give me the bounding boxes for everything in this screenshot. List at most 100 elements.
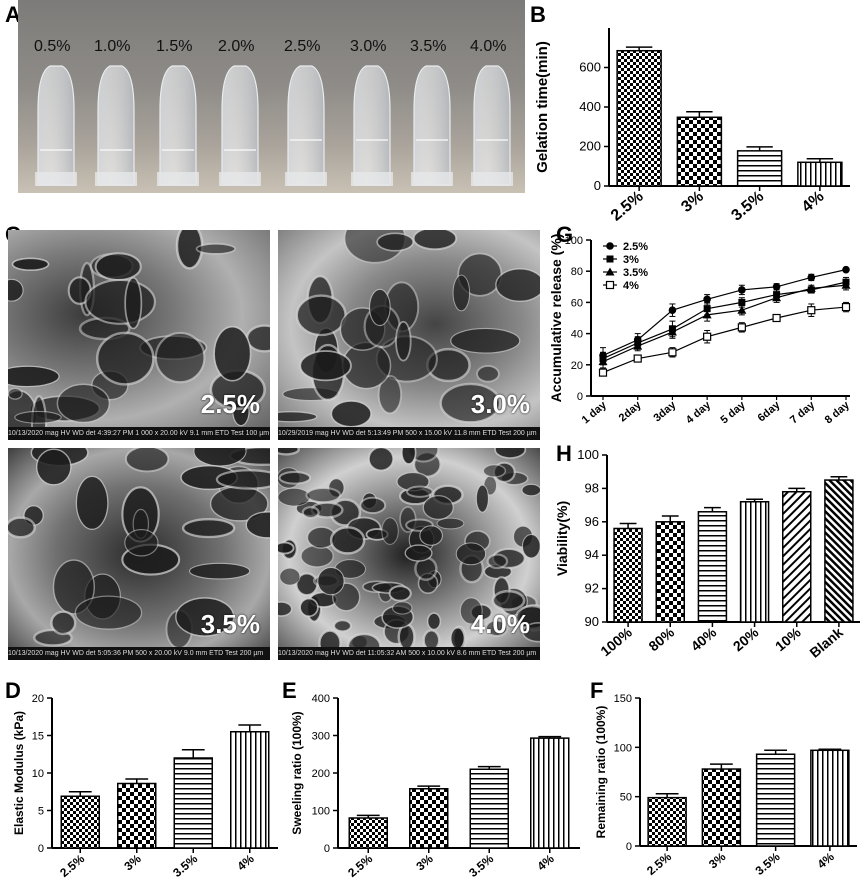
tubes-photo: 0.5% 1.0% 1.5% 2.0% 2.5% 3.0% 3.5% 4.0% <box>18 0 525 193</box>
data-point <box>772 313 781 323</box>
y-tick-label: 92 <box>585 581 599 596</box>
bar <box>797 161 843 187</box>
y-tick-label: 100 <box>565 235 583 247</box>
bar <box>613 527 643 623</box>
sem-texture <box>278 448 540 647</box>
sem-image: 4.0% 10/13/2020 mag HV WD det 11:05:32 AM… <box>278 448 540 660</box>
y-tick-label: 0 <box>626 841 632 853</box>
x-tick-label: 5 day <box>719 399 749 427</box>
series-line <box>602 269 847 356</box>
bar <box>755 753 796 847</box>
bar <box>60 795 100 849</box>
y-axis-label: Accumulative release (%) <box>548 234 564 403</box>
series-3 <box>598 280 851 369</box>
x-tick-label: 3.5% <box>466 851 496 880</box>
data-point <box>668 348 677 357</box>
sem-image: 3.5% 10/13/2020 mag HV WD det 5:05:36 PM … <box>8 448 270 660</box>
y-tick-label: 96 <box>585 514 599 529</box>
y-tick-label: 90 <box>585 614 599 629</box>
legend-label: 3.5% <box>623 267 648 279</box>
y-tick-label: 15 <box>32 731 44 743</box>
y-tick-label: 400 <box>579 99 601 114</box>
x-tick-label: 2.5% <box>644 849 674 878</box>
y-axis-label: Viability(%) <box>554 501 570 576</box>
bar <box>230 731 270 849</box>
x-tick-label: 8 day <box>823 399 853 427</box>
x-tick-label: 1 day <box>580 399 610 427</box>
y-tick-label: 20 <box>571 360 583 372</box>
sem-image: 2.5% 10/13/2020 mag HV WD det 4:39:27 PM … <box>8 230 270 440</box>
y-tick-label: 400 <box>312 693 330 705</box>
x-tick-label: 10% <box>772 624 804 655</box>
tube <box>411 65 453 186</box>
bar <box>530 737 570 849</box>
panel-letter-g: G <box>556 222 574 247</box>
data-point <box>738 298 746 306</box>
x-tick-label: 3.5% <box>170 851 200 880</box>
panel-letter-f: F <box>590 678 604 703</box>
y-axis-label: Elastic Modulus (kPa) <box>12 711 26 835</box>
y-tick-label: 100 <box>577 447 599 462</box>
y-tick-label: 50 <box>620 792 632 804</box>
data-point <box>738 286 746 294</box>
x-tick-label: 4% <box>815 849 838 871</box>
x-tick-label: 3% <box>706 849 729 871</box>
y-tick-label: 98 <box>585 480 599 495</box>
y-tick-label: 300 <box>312 731 330 743</box>
sem-info-bar: 10/13/2020 mag HV WD det 11:05:32 AM 500… <box>278 647 540 660</box>
tube-label: 2.0% <box>218 38 255 55</box>
panel-letter-d: D <box>5 678 21 703</box>
tube <box>35 65 77 186</box>
bar <box>676 116 723 187</box>
tube <box>471 65 513 186</box>
y-tick-label: 80 <box>571 266 583 278</box>
x-tick-label: 3day <box>651 399 679 425</box>
series-4 <box>598 301 851 377</box>
tube <box>157 65 199 186</box>
gelation-time-chart: 0 200 400 600 Gelation time(min) 2.5% 3% 3.5% 4% <box>534 28 850 225</box>
panel-letter-b: B <box>530 2 546 27</box>
x-tick-label: 2day <box>617 399 645 425</box>
bar <box>616 49 662 187</box>
data-point <box>633 354 642 363</box>
bar <box>117 782 157 849</box>
bar <box>782 490 812 623</box>
legend-label: 4% <box>623 280 639 292</box>
bar <box>810 749 850 847</box>
x-tick-label: 40% <box>688 624 720 655</box>
bar <box>173 757 213 849</box>
sem-concentration-label: 3.5% <box>200 609 260 639</box>
x-tick-label: 80% <box>645 624 677 655</box>
y-tick-label: 100 <box>312 806 330 818</box>
sem-concentration-label: 2.5% <box>200 389 260 419</box>
y-axis-label: Sweeling ratio (100%) <box>290 711 304 834</box>
bar <box>701 768 742 847</box>
sem-texture <box>278 230 540 427</box>
y-tick-label: 10 <box>32 768 44 780</box>
y-tick-label: 0 <box>38 843 44 855</box>
tube-label: 1.0% <box>94 38 131 55</box>
data-point <box>702 310 712 319</box>
y-tick-label: 20 <box>32 693 44 705</box>
bar <box>647 796 687 847</box>
y-tick-label: 100 <box>614 742 632 754</box>
sem-texture <box>8 230 270 427</box>
x-tick-label: 3.5% <box>728 188 767 224</box>
x-tick-label: 3% <box>678 188 707 216</box>
tube-label: 3.0% <box>350 38 387 55</box>
data-point <box>668 306 677 314</box>
panel-letter-h: H <box>556 441 572 466</box>
sem-concentration-label: 4.0% <box>470 609 530 639</box>
legend-entry: 3% <box>603 254 639 266</box>
elastic-modulus-chart: 0 5 10 15 20 Elastic Modulus (kPa) 2.5% 3% 3.5% 4… <box>12 693 278 880</box>
data-point <box>667 327 677 336</box>
data-point <box>598 357 608 366</box>
data-point <box>807 273 816 282</box>
sem-texture <box>8 448 270 647</box>
y-axis-label: Gelation time(min) <box>534 41 551 173</box>
y-tick-label: 0 <box>577 391 583 403</box>
data-point <box>841 280 851 289</box>
y-tick-label: 60 <box>571 297 583 309</box>
sem-info-bar: 10/29/2019 mag HV WD det 5:13:49 PM 500 … <box>278 427 540 440</box>
